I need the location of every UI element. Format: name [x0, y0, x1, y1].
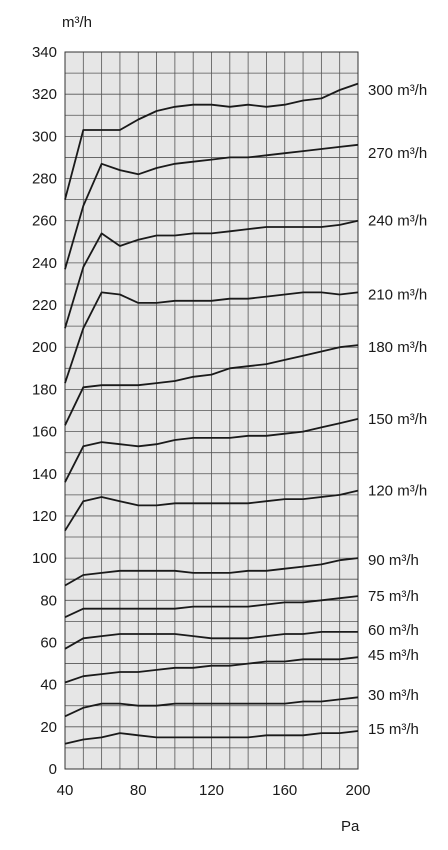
- y-tick-label: 340: [32, 44, 57, 61]
- grid: [64, 51, 359, 770]
- y-tick-label: 0: [49, 761, 57, 778]
- series-label: 75 m³/h: [368, 588, 419, 605]
- y-tick-label: 260: [32, 213, 57, 230]
- plot-border: [64, 51, 359, 770]
- y-tick-label: 80: [40, 592, 57, 609]
- axes: 0 20 40 60 80 100 120 140 160 180 200 220 240 260 280 3…: [32, 44, 371, 799]
- y-tick-label: 180: [32, 381, 57, 398]
- y-tick-label: 280: [32, 171, 57, 188]
- series-label: 45 m³/h: [368, 647, 419, 664]
- series-label: 150 m³/h: [368, 411, 427, 428]
- series-label: 30 m³/h: [368, 687, 419, 704]
- series-line: [64, 82, 359, 200]
- series-line: [64, 418, 359, 483]
- series-line: [64, 489, 359, 532]
- series-line: [64, 291, 359, 384]
- y-tick-label: 40: [40, 677, 57, 694]
- series-label: 210 m³/h: [368, 287, 427, 304]
- series-label: 15 m³/h: [368, 721, 419, 738]
- series-lines: [64, 82, 359, 745]
- y-tick-label: 300: [32, 128, 57, 145]
- series-line: [64, 219, 359, 329]
- series-label: 300 m³/h: [368, 82, 427, 99]
- series-line: [64, 143, 359, 270]
- series-line: [64, 631, 358, 650]
- y-tick-label: 240: [32, 255, 57, 272]
- y-tick-label: 320: [32, 86, 57, 103]
- x-tick-label: 200: [345, 782, 370, 799]
- series-labels: 300 m³/h 270 m³/h 240 m³/h 210 m³/h 180 m³/h…: [368, 82, 427, 738]
- series-line: [64, 595, 359, 619]
- series-line: [64, 696, 359, 718]
- y-tick-label: 160: [32, 424, 57, 441]
- y-tick-label: 20: [40, 719, 57, 736]
- x-tick-label: 120: [199, 782, 224, 799]
- y-tick-label: 140: [32, 466, 57, 483]
- x-axis-label: Pa: [341, 818, 360, 835]
- series-line: [64, 730, 359, 745]
- series-label: 180 m³/h: [368, 339, 427, 356]
- x-tick-label: 40: [57, 782, 74, 799]
- series-label: 90 m³/h: [368, 552, 419, 569]
- y-tick-label: 100: [32, 550, 57, 567]
- series-label: 120 m³/h: [368, 483, 427, 500]
- y-tick-label: 60: [40, 634, 57, 651]
- series-label: 240 m³/h: [368, 213, 427, 230]
- y-axis-label: m³/h: [62, 14, 92, 31]
- y-tick-label: 200: [32, 339, 57, 356]
- x-tick-label: 160: [272, 782, 297, 799]
- series-line: [64, 656, 359, 684]
- y-tick-label: 220: [32, 297, 57, 314]
- y-tick-label: 120: [32, 508, 57, 525]
- series-label: 60 m³/h: [368, 622, 419, 639]
- series-line: [64, 557, 359, 587]
- series-line: [64, 344, 359, 426]
- x-tick-label: 80: [130, 782, 147, 799]
- series-label: 270 m³/h: [368, 145, 427, 162]
